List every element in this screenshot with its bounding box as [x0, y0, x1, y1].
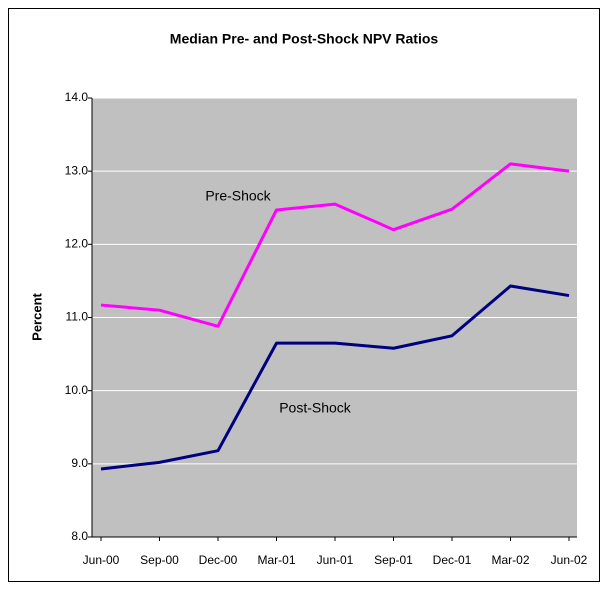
- series-annotation: Post-Shock: [279, 400, 352, 416]
- x-tick-label: Jun-02: [551, 553, 588, 567]
- x-tick-label: Jun-00: [83, 553, 120, 567]
- y-tick-label: 8.0: [71, 529, 88, 543]
- x-tick-label: Sep-01: [374, 553, 413, 567]
- x-tick-label: Sep-00: [140, 553, 179, 567]
- x-tick-label: Jun-01: [317, 553, 354, 567]
- x-tick-label: Mar-02: [491, 553, 529, 567]
- y-tick-label: 14.0: [65, 90, 89, 104]
- series-annotation: Pre-Shock: [205, 188, 271, 204]
- chart-title: Median Pre- and Post-Shock NPV Ratios: [170, 31, 439, 47]
- y-tick-label: 11.0: [66, 310, 89, 324]
- y-tick-label: 12.0: [65, 237, 89, 251]
- y-tick-label: 9.0: [71, 456, 88, 470]
- x-tick-label: Dec-00: [199, 553, 238, 567]
- series-line: [100, 162, 570, 328]
- y-tick-label: 13.0: [65, 163, 89, 177]
- series-line: [100, 284, 570, 471]
- y-tick-label: 10.0: [65, 383, 89, 397]
- x-tick-label: Dec-01: [433, 553, 472, 567]
- y-axis-label: Percent: [29, 292, 44, 340]
- x-tick-label: Mar-01: [257, 553, 295, 567]
